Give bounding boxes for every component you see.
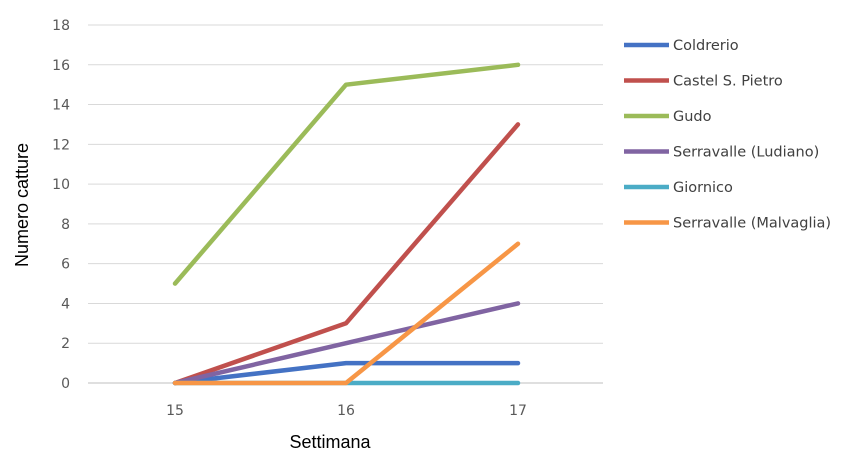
- x-axis-title: Settimana: [289, 432, 371, 452]
- series-line-0: [172, 360, 521, 386]
- legend-item: Serravalle (Malvaglia): [624, 216, 831, 232]
- series-line-2: [172, 62, 521, 286]
- legend-item: Giornico: [624, 180, 733, 196]
- legend-label: Giornico: [673, 180, 733, 196]
- x-tick-label: 17: [509, 403, 527, 419]
- y-tick-label: 0: [61, 376, 70, 392]
- y-axis-ticks: 0 2 4 6 8 10 12 14 16 18: [52, 18, 70, 392]
- y-tick-label: 18: [52, 18, 70, 34]
- y-tick-label: 16: [52, 58, 70, 74]
- series-line-3: [172, 301, 521, 386]
- y-axis-title: Numero catture: [12, 143, 32, 267]
- y-tick-label: 14: [52, 98, 70, 114]
- x-tick-label: 16: [337, 403, 355, 419]
- legend: Coldrerio Castel S. Pietro Gudo Serravalle …: [624, 38, 831, 232]
- legend-label: Serravalle (Ludiano): [673, 145, 819, 161]
- legend-label: Castel S. Pietro: [673, 74, 783, 90]
- legend-label: Serravalle (Malvaglia): [673, 216, 831, 232]
- series-lines: [172, 62, 521, 386]
- gridlines: [88, 24, 603, 384]
- y-tick-label: 12: [52, 137, 70, 153]
- x-tick-label: 15: [166, 403, 184, 419]
- legend-item: Serravalle (Ludiano): [624, 145, 819, 161]
- y-tick-label: 6: [61, 257, 70, 273]
- legend-item: Gudo: [624, 109, 712, 125]
- legend-label: Gudo: [673, 109, 712, 125]
- y-tick-label: 2: [61, 336, 70, 352]
- series-line-5: [172, 241, 521, 386]
- y-tick-label: 10: [52, 177, 70, 193]
- y-tick-label: 4: [61, 296, 70, 312]
- legend-item: Castel S. Pietro: [624, 74, 783, 90]
- x-axis-ticks: 15 16 17: [166, 403, 527, 419]
- series-line-1: [172, 122, 521, 386]
- legend-item: Coldrerio: [624, 38, 739, 54]
- y-tick-label: 8: [61, 217, 70, 233]
- legend-label: Coldrerio: [673, 38, 739, 54]
